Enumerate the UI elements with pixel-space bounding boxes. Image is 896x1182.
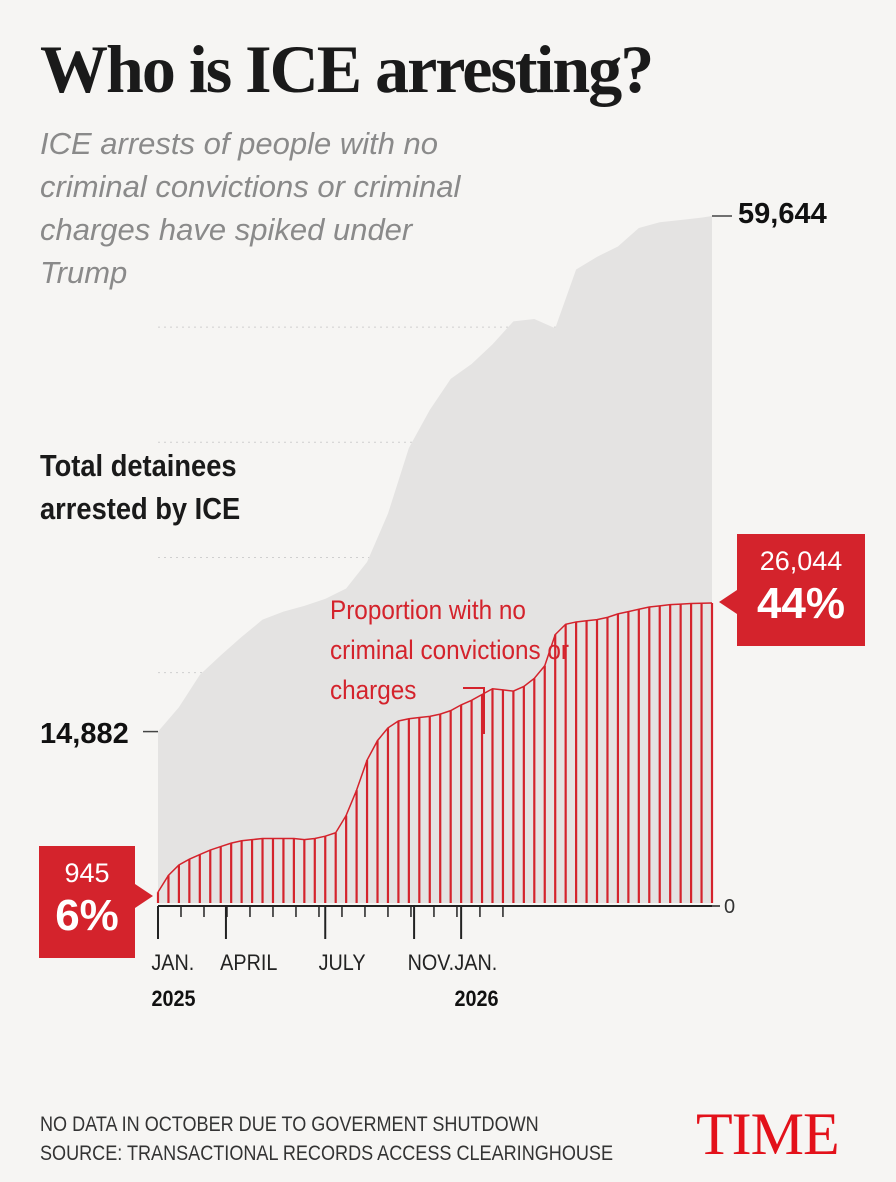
end-callout: 26,044 44% xyxy=(719,534,865,646)
label-leaders xyxy=(143,215,732,734)
time-logo: TIME xyxy=(696,1101,840,1167)
proportion-line xyxy=(157,602,713,893)
chart-title: Who is ICE arresting? xyxy=(40,31,654,107)
x-tick-label: APRIL xyxy=(220,950,278,975)
footer-source: SOURCE: TRANSACTIONAL RECORDS ACCESS CLE… xyxy=(40,1142,614,1165)
total-detainees-area xyxy=(158,216,712,903)
total-series-label: Total detainees arrested by ICE xyxy=(40,448,241,526)
end-total-value: 59,644 xyxy=(738,198,827,230)
x-tick-label: NOV. xyxy=(407,950,455,975)
chart-subtitle: ICE arrests of people with no criminal c… xyxy=(40,126,461,290)
x-tick-label: JAN. xyxy=(151,950,195,975)
footer-notes: NO DATA IN OCTOBER DUE TO GOVERMENT SHUT… xyxy=(40,1110,613,1168)
proportion-leader xyxy=(463,687,485,734)
start-callout: 945 6% xyxy=(39,846,153,958)
y-zero-label: 0 xyxy=(724,896,736,918)
proportion-bars xyxy=(156,602,714,903)
end-count: 26,044 xyxy=(759,546,843,576)
start-count: 945 xyxy=(64,858,110,888)
footer-note: NO DATA IN OCTOBER DUE TO GOVERMENT SHUT… xyxy=(40,1113,539,1136)
x-tick-label: JULY xyxy=(318,950,366,975)
x-axis xyxy=(157,905,720,939)
start-total-value: 14,882 xyxy=(40,718,129,750)
end-percent: 44% xyxy=(756,579,846,628)
proportion-series-label: Proportion with no criminal convictions … xyxy=(330,595,570,705)
x-tick-label: JAN. xyxy=(454,950,498,975)
x-year-label: 2025 xyxy=(151,986,196,1011)
x-year-label: 2026 xyxy=(454,986,499,1011)
start-percent: 6% xyxy=(55,891,119,940)
